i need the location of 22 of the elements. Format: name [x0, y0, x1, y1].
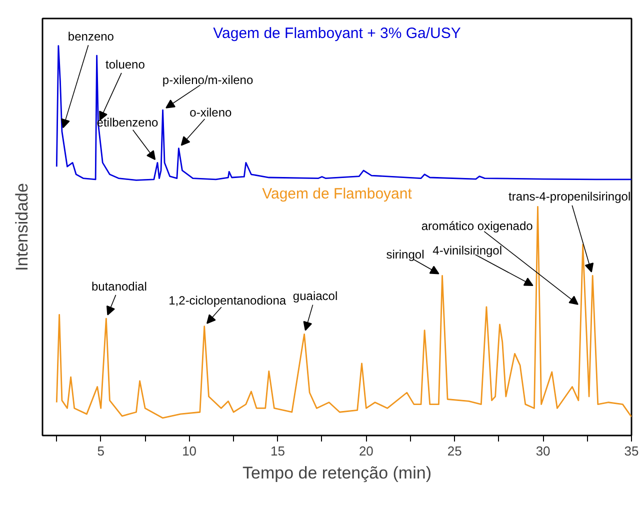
x-tick-label: 5 — [97, 444, 104, 458]
text: Vagem de Flamboyant — [262, 186, 413, 203]
annotation: 4-vinilsiringol — [432, 243, 502, 258]
annotation: trans-4-propenilsiringol — [508, 190, 631, 204]
annotation: butanodial — [91, 280, 147, 294]
annotation: guaiacol — [292, 289, 338, 304]
x-tick-label: 30 — [536, 444, 550, 458]
x-tick-label: 20 — [358, 444, 374, 458]
annotation: 1,2-ciclopentanodiona — [168, 293, 286, 308]
annotation: p-xileno/m-xileno — [162, 73, 254, 88]
annotation: tolueno — [106, 58, 146, 72]
text: Vagem de Flamboyant + 3% Ga/USY — [213, 24, 461, 42]
x-tick-label: 35 — [624, 444, 639, 458]
x-tick-label: 15 — [270, 444, 285, 458]
annotation: siringol — [386, 248, 424, 262]
x-tick-label: 25 — [447, 444, 462, 458]
annotation: benzeno — [68, 30, 114, 44]
x-tick-label: 10 — [182, 444, 197, 458]
x-axis-title: Tempo de retenção (min) — [242, 464, 432, 482]
annotation: aromático oxigenado — [421, 218, 534, 233]
annotation: o-xileno — [190, 105, 232, 120]
y-axis-title: Intensidade — [12, 183, 32, 271]
